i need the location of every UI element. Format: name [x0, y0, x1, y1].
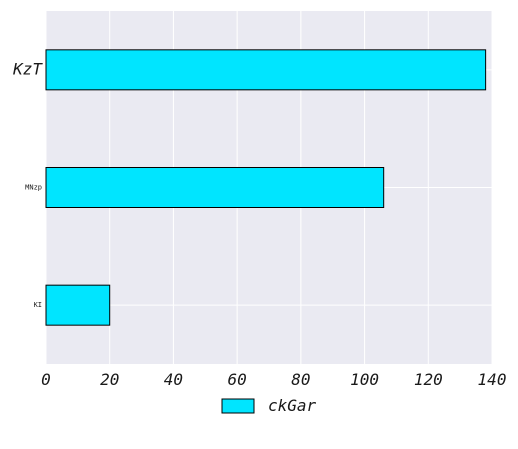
- x-tick-label: 60: [228, 370, 247, 389]
- x-tick-label: 0: [41, 370, 51, 389]
- bar-ki: [45, 284, 111, 326]
- x-tick-label: 80: [291, 370, 310, 389]
- bars: [45, 49, 487, 326]
- x-tick-label: 40: [164, 370, 183, 389]
- y-tick-label: KI: [34, 301, 42, 309]
- x-tick-label: 120: [414, 370, 443, 389]
- legend-label: ckGar: [268, 396, 317, 415]
- legend: ckGar: [221, 396, 317, 415]
- y-axis-tick-labels: KzT MNzp KI: [12, 59, 43, 309]
- x-axis-tick-labels: 0 20 40 60 80 100 120 140: [41, 370, 506, 389]
- y-tick-label: MNzp: [25, 184, 42, 192]
- y-tick-label: KzT: [12, 59, 43, 78]
- legend-swatch: [221, 398, 255, 414]
- x-tick-label: 20: [100, 370, 119, 389]
- bar-kzt: [45, 49, 487, 91]
- bar-mnzp: [45, 166, 385, 209]
- x-tick-label: 140: [478, 370, 507, 389]
- x-tick-label: 100: [350, 370, 379, 389]
